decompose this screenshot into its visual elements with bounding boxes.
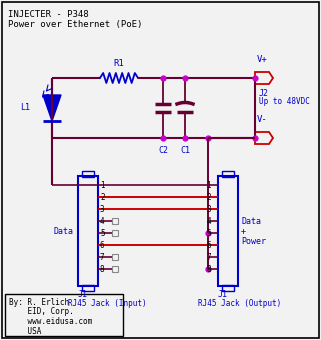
Text: J2: J2 bbox=[259, 89, 269, 98]
Text: 6: 6 bbox=[206, 240, 211, 250]
Text: 8: 8 bbox=[100, 265, 105, 273]
Bar bbox=[112, 218, 118, 224]
Bar bbox=[5, 294, 123, 336]
Bar bbox=[82, 171, 94, 177]
Text: 3: 3 bbox=[206, 204, 211, 214]
Polygon shape bbox=[43, 95, 61, 121]
Bar bbox=[222, 285, 234, 291]
Text: 4: 4 bbox=[206, 217, 211, 225]
Bar bbox=[82, 285, 94, 291]
Text: RJ45 Jack (Output): RJ45 Jack (Output) bbox=[198, 299, 281, 308]
Text: 7: 7 bbox=[206, 253, 211, 261]
Bar bbox=[222, 171, 234, 177]
Text: 2: 2 bbox=[100, 192, 105, 202]
Text: EID, Corp.: EID, Corp. bbox=[9, 307, 74, 317]
Text: 5: 5 bbox=[100, 228, 105, 238]
Text: 6: 6 bbox=[100, 240, 105, 250]
Text: 1: 1 bbox=[100, 181, 105, 189]
Text: 8: 8 bbox=[206, 265, 211, 273]
Text: +: + bbox=[241, 226, 246, 236]
Text: C2: C2 bbox=[158, 146, 168, 155]
Bar bbox=[112, 254, 118, 260]
Text: V-: V- bbox=[257, 115, 268, 124]
Bar bbox=[112, 266, 118, 272]
Text: RJ45 Jack (Input): RJ45 Jack (Input) bbox=[68, 299, 147, 308]
Text: By: R. Erlich: By: R. Erlich bbox=[9, 298, 69, 307]
Text: 1: 1 bbox=[206, 181, 211, 189]
Text: R1: R1 bbox=[114, 59, 124, 68]
Text: www.eidusa.com: www.eidusa.com bbox=[9, 317, 92, 326]
Bar bbox=[112, 230, 118, 236]
Text: C1: C1 bbox=[180, 146, 190, 155]
Text: INJECTER - P348: INJECTER - P348 bbox=[8, 10, 89, 19]
Text: 7: 7 bbox=[100, 253, 105, 261]
Text: Data: Data bbox=[241, 217, 261, 225]
Text: Power over Ethernet (PoE): Power over Ethernet (PoE) bbox=[8, 20, 143, 29]
Bar bbox=[218, 176, 238, 286]
Text: V+: V+ bbox=[257, 55, 268, 64]
Text: USA: USA bbox=[9, 326, 41, 336]
Text: L1: L1 bbox=[20, 103, 30, 113]
Text: Power: Power bbox=[241, 237, 266, 245]
Text: Up to 48VDC: Up to 48VDC bbox=[259, 97, 310, 106]
Text: 3: 3 bbox=[100, 204, 105, 214]
Bar bbox=[78, 176, 98, 286]
Text: 5: 5 bbox=[206, 228, 211, 238]
Text: 2: 2 bbox=[206, 192, 211, 202]
Text: Data: Data bbox=[54, 226, 74, 236]
Text: J1: J1 bbox=[218, 290, 228, 299]
Text: 4: 4 bbox=[100, 217, 105, 225]
Text: J1: J1 bbox=[78, 290, 88, 299]
